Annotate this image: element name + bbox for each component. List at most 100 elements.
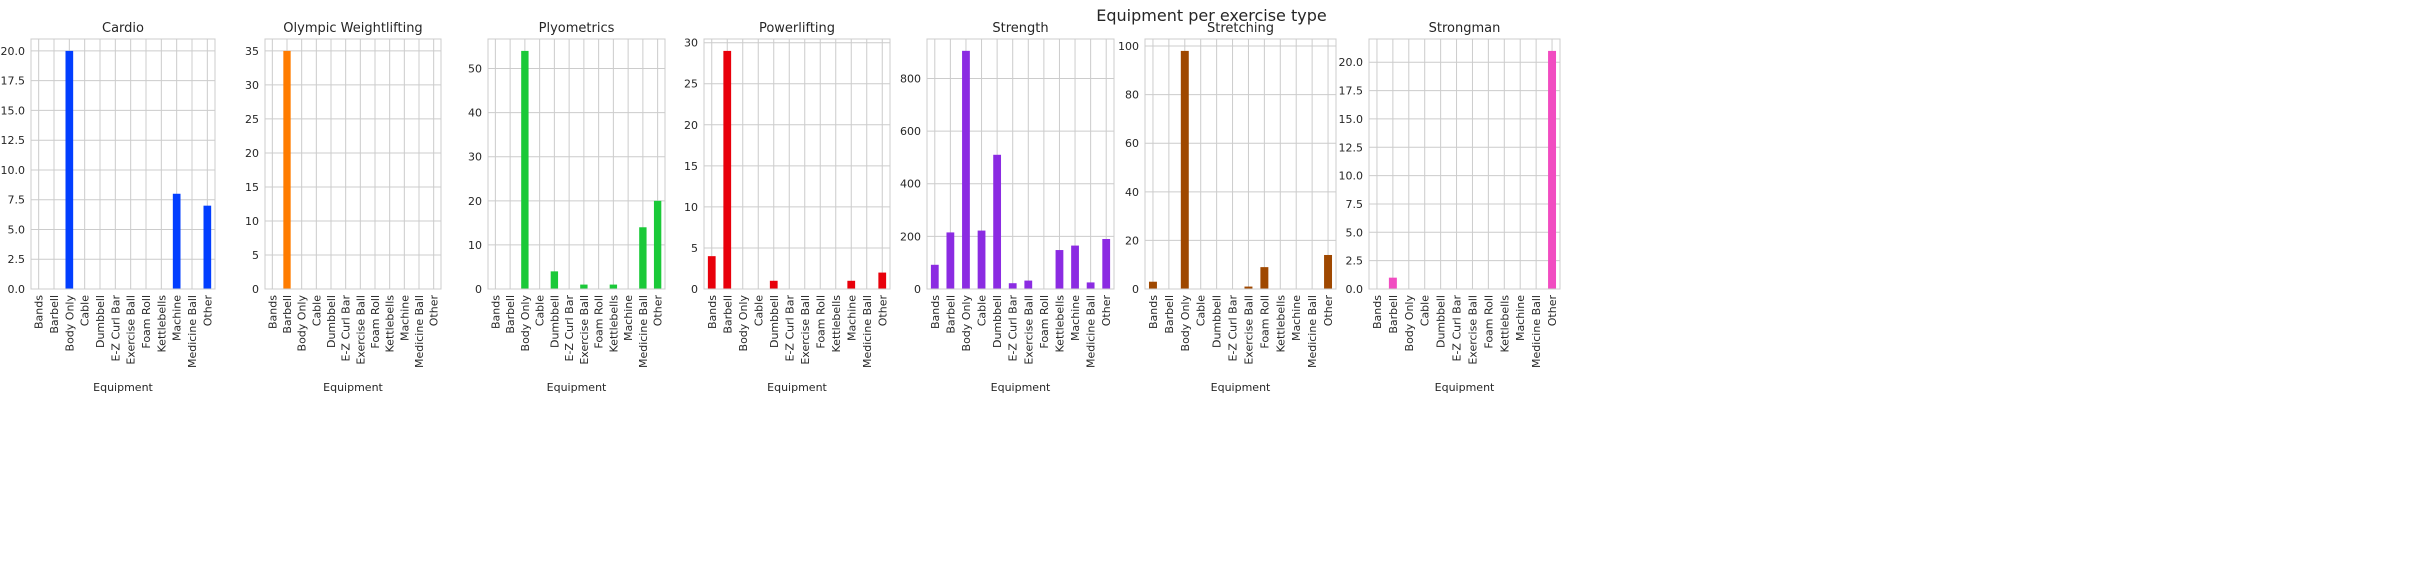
x-tick-label: Exercise Ball: [1466, 295, 1479, 365]
bar: [962, 50, 970, 290]
bar: [203, 205, 212, 289]
y-tick-label: 20: [468, 195, 482, 208]
x-tick-label: Body Only: [519, 295, 532, 352]
y-tick-label: 0: [475, 283, 482, 296]
x-tick-label: Kettlebells: [607, 295, 620, 353]
axes-frame: [1144, 38, 1337, 290]
bar: [707, 256, 716, 289]
x-tick-label: Body Only: [960, 295, 973, 352]
y-tick-label: 0: [914, 283, 921, 296]
x-tick-label: Other: [652, 295, 665, 327]
x-tick-label: Foam Roll: [1038, 295, 1051, 349]
axes-frame: [926, 38, 1115, 290]
x-axis-label: Equipment: [1211, 381, 1271, 394]
x-tick-label: Dumbbell: [325, 295, 338, 348]
x-tick-label: Kettlebells: [1274, 295, 1287, 353]
y-tick-label: 5: [691, 242, 698, 255]
x-tick-label: Bands: [33, 295, 46, 329]
x-tick-label: Other: [428, 295, 441, 327]
bar: [1086, 282, 1095, 289]
x-tick-label: Bands: [489, 295, 502, 329]
y-tick-label: 15.0: [1, 104, 26, 117]
bar: [1071, 245, 1079, 289]
bar: [723, 50, 732, 290]
figure-title: Equipment per exercise type: [1096, 6, 1327, 25]
bar: [1388, 277, 1397, 289]
y-tick-label: 15: [684, 160, 698, 173]
subplot-title: Plyometrics: [539, 21, 615, 36]
x-tick-label: Medicine Ball: [637, 295, 650, 368]
plot-area: [1145, 39, 1336, 289]
subplot-title: Cardio: [102, 21, 144, 36]
x-tick-label: E-Z Curl Bar: [340, 295, 353, 362]
x-tick-label: E-Z Curl Bar: [563, 295, 576, 362]
y-tick-label: 17.5: [1, 75, 26, 88]
plot-area: [31, 39, 215, 289]
x-axis-label: Equipment: [323, 381, 383, 394]
y-tick-label: 5.0: [1346, 226, 1364, 239]
y-tick-label: 400: [900, 178, 921, 191]
plot-area: [1369, 39, 1560, 289]
bar: [878, 272, 887, 289]
x-tick-label: Medicine Ball: [1530, 295, 1543, 368]
y-tick-label: 10: [468, 239, 482, 252]
subplot-cardio: 0.0 2.5 5.0 7.5 10.0 12.5 15.0 17.5 20.0 Bands Bar…: [1, 21, 216, 394]
x-tick-label: Medicine Ball: [1085, 295, 1098, 368]
x-tick-label: E-Z Curl Bar: [1007, 295, 1020, 362]
x-tick-label: Machine: [1069, 295, 1082, 341]
x-tick-label: E-Z Curl Bar: [1227, 295, 1240, 362]
subplot-title: Olympic Weightlifting: [283, 21, 422, 36]
x-axis-label: Equipment: [547, 381, 607, 394]
bar: [550, 271, 559, 289]
x-tick-label: Bands: [1147, 295, 1160, 329]
y-tick-label: 10: [245, 215, 259, 228]
y-tick-label: 2.5: [8, 253, 26, 266]
axes-frame: [30, 38, 216, 290]
x-tick-label: Dumbbell: [548, 295, 561, 348]
x-tick-label: E-Z Curl Bar: [1451, 295, 1464, 362]
y-tick-label: 20: [1125, 234, 1139, 247]
x-tick-label: Exercise Ball: [1022, 295, 1035, 365]
x-tick-label: Foam Roll: [814, 295, 827, 349]
y-tick-label: 12.5: [1339, 141, 1364, 154]
subplot-title: Stretching: [1207, 21, 1274, 36]
x-tick-label: Barbell: [721, 295, 734, 334]
y-tick-label: 20: [245, 147, 259, 160]
bar: [993, 154, 1002, 289]
x-tick-label: Cable: [79, 295, 92, 326]
x-tick-label: Barbell: [281, 295, 294, 334]
x-tick-label: Body Only: [296, 295, 309, 352]
x-tick-label: Other: [876, 295, 889, 327]
x-tick-label: Other: [1322, 295, 1335, 327]
bar: [1024, 280, 1033, 289]
bar: [769, 280, 778, 289]
x-tick-label: Barbell: [1163, 295, 1176, 334]
bar: [1324, 254, 1333, 289]
x-tick-label: Bands: [929, 295, 942, 329]
bar: [653, 200, 662, 289]
y-tick-label: 40: [1125, 186, 1139, 199]
x-tick-label: Kettlebells: [1053, 295, 1066, 353]
bar: [1008, 283, 1017, 289]
x-tick-label: Exercise Ball: [125, 295, 138, 365]
x-tick-label: Cable: [1195, 295, 1208, 326]
x-tick-label: Foam Roll: [1258, 295, 1271, 349]
x-tick-label: Machine: [622, 295, 635, 341]
bar: [65, 50, 74, 290]
x-tick-label: Cable: [752, 295, 765, 326]
subplot-title: Strongman: [1429, 21, 1501, 36]
bar: [1260, 267, 1269, 289]
x-tick-label: Machine: [1514, 295, 1527, 341]
subplot-stretching: 0 20 40 60 80 100 Bands Barbell Body Only Cable Du…: [1118, 21, 1337, 394]
x-tick-label: Bands: [266, 295, 279, 329]
x-tick-label: Foam Roll: [593, 295, 606, 349]
x-tick-label: Body Only: [63, 295, 76, 352]
x-tick-label: Machine: [398, 295, 411, 341]
bar: [1180, 50, 1189, 290]
subplot-title: Powerlifting: [759, 21, 835, 36]
y-tick-label: 15: [245, 181, 259, 194]
y-tick-label: 0.0: [8, 283, 26, 296]
plot-area: [704, 39, 890, 289]
bar: [521, 50, 529, 290]
